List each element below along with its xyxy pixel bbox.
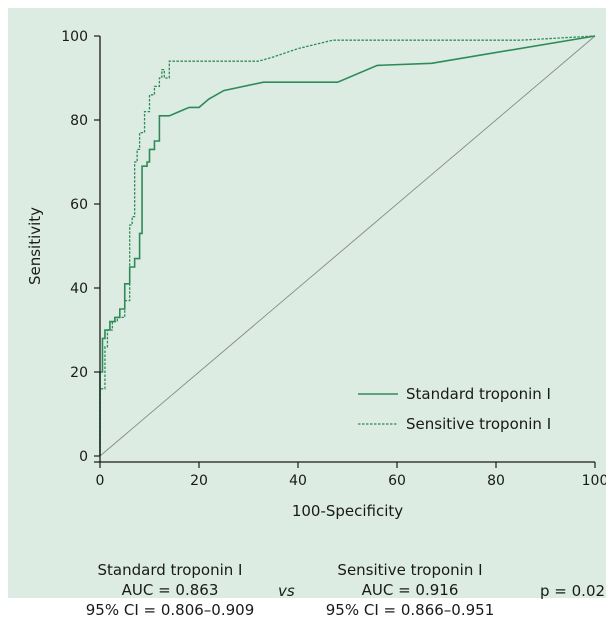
chart-panel <box>8 8 606 598</box>
y-tick-label: 0 <box>79 449 88 465</box>
p-value: p = 0.02 <box>540 582 606 600</box>
reference-diagonal <box>99 35 596 457</box>
y-tick-label: 20 <box>70 365 88 381</box>
series-line-standard <box>99 35 596 456</box>
roc-chart: 0 20 40 60 80 100 0 20 40 60 80 100 100-Specificity… <box>26 29 606 520</box>
stats-standard-ci: 95% CI = 0.806–0.909 <box>85 601 255 619</box>
legend-label-sensitive: Sensitive troponin I <box>406 415 551 433</box>
x-tick-label: 100 <box>582 473 606 489</box>
stats-standard-title: Standard troponin I <box>97 561 243 579</box>
stats-sensitive-title: Sensitive troponin I <box>337 561 483 579</box>
y-tick-label: 80 <box>70 113 88 129</box>
stats-sensitive-auc: AUC = 0.916 <box>361 581 459 599</box>
x-tick-label: 40 <box>289 473 307 489</box>
legend: Standard troponin I Sensitive troponin I <box>358 385 551 433</box>
vs-label: vs <box>278 582 295 600</box>
y-tick-label: 60 <box>70 197 88 213</box>
stats-standard-auc: AUC = 0.863 <box>121 581 219 599</box>
x-axis-title: 100-Specificity <box>292 502 403 520</box>
legend-label-standard: Standard troponin I <box>406 385 551 403</box>
stats-sensitive: Sensitive troponin I AUC = 0.916 95% CI … <box>305 560 515 620</box>
stats-standard: Standard troponin I AUC = 0.863 95% CI =… <box>70 560 270 620</box>
y-tick-label: 40 <box>70 281 88 297</box>
x-tick-label: 80 <box>487 473 505 489</box>
series-line-sensitive <box>99 35 596 456</box>
x-tick-label: 0 <box>96 473 105 489</box>
x-tick-label: 60 <box>388 473 406 489</box>
y-tick-label: 100 <box>61 29 88 45</box>
x-tick-label: 20 <box>190 473 208 489</box>
y-axis-title: Sensitivity <box>26 207 44 285</box>
stats-sensitive-ci: 95% CI = 0.866–0.951 <box>325 601 495 619</box>
